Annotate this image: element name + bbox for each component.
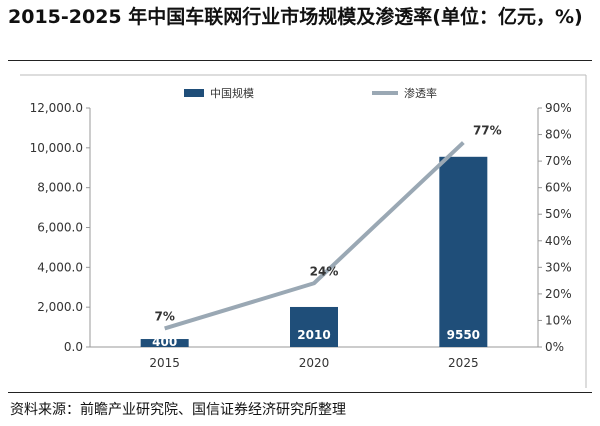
bar xyxy=(290,306,338,347)
axes: 0.0 2,000.0 4,000.0 6,000.0 8,000.0 10,000.0 1… xyxy=(30,101,572,370)
title-divider xyxy=(8,60,592,61)
legend-label-line: 渗透率 xyxy=(404,86,437,100)
bar-data-label: 9550 xyxy=(447,328,480,342)
y-right-tick-label: 70% xyxy=(545,154,572,168)
y-right-tick-label: 60% xyxy=(545,181,572,195)
y-left-tick-label: 12,000.0 xyxy=(30,101,83,115)
y-right-tick-label: 20% xyxy=(545,287,572,301)
y-right-tick-label: 50% xyxy=(545,207,572,221)
y-right-tick-label: 10% xyxy=(545,313,572,327)
y-left-tick-label: 6,000.0 xyxy=(37,221,83,235)
line-data-label: 7% xyxy=(154,309,174,323)
x-tick-label: 2025 xyxy=(448,356,479,370)
y-left-tick-label: 0.0 xyxy=(64,340,83,354)
legend-swatch-bar xyxy=(184,89,204,97)
penetration-series-line xyxy=(164,141,465,331)
y-left-tick-label: 4,000.0 xyxy=(37,260,83,274)
source-divider xyxy=(8,392,592,393)
line-data-label: 24% xyxy=(310,264,339,278)
y-right-tick-label: 40% xyxy=(545,234,572,248)
bar xyxy=(140,339,189,347)
legend-label-bar: 中国规模 xyxy=(210,86,254,100)
bar xyxy=(439,156,488,347)
y-left-tick-label: 10,000.0 xyxy=(30,141,83,155)
bar-data-label: 2010 xyxy=(297,328,330,342)
penetration-line xyxy=(164,141,465,331)
y-left-tick-label: 8,000.0 xyxy=(37,181,83,195)
bar-data-label: 400 xyxy=(152,335,177,349)
legend: 中国规模 渗透率 xyxy=(184,86,437,100)
x-tick-label: 2015 xyxy=(149,356,180,370)
y-right-tick-label: 0% xyxy=(545,340,564,354)
y-left-tick-label: 2,000.0 xyxy=(37,300,83,314)
y-right-tick-label: 90% xyxy=(545,101,572,115)
chart-title: 2015-2025 年中国车联网行业市场规模及渗透率(单位：亿元，%) xyxy=(8,6,583,28)
bars xyxy=(140,156,488,347)
data-labels: 400 2010 9550 7% 24% 77% xyxy=(152,124,502,349)
y-right-tick-label: 80% xyxy=(545,128,572,142)
source-note: 资料来源：前瞻产业研究院、国信证券经济研究所整理 xyxy=(10,402,346,418)
line-data-label: 77% xyxy=(473,124,502,138)
y-right-tick-label: 30% xyxy=(545,260,572,274)
x-tick-label: 2020 xyxy=(299,356,330,370)
